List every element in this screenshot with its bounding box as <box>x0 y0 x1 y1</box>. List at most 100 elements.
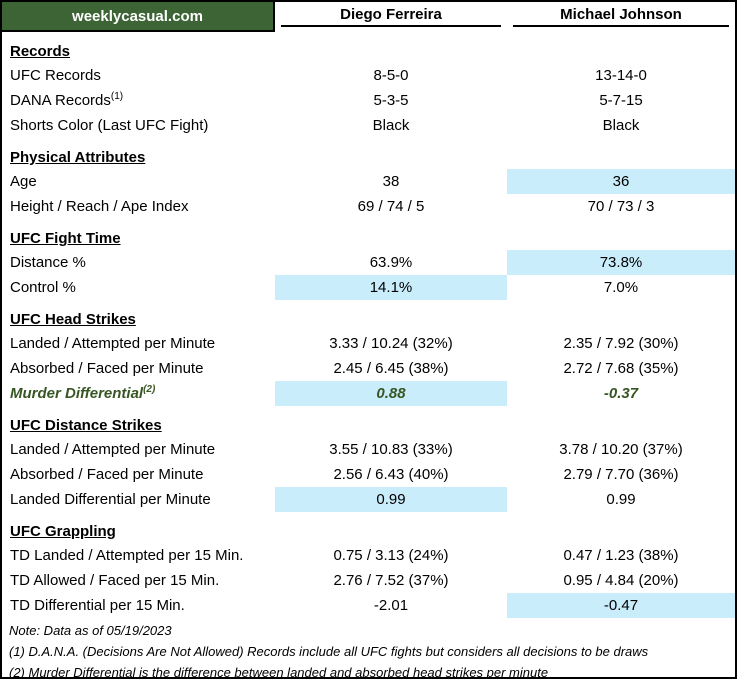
section-title: UFC Distance Strikes <box>10 417 162 434</box>
section-rows: Distance % 63.9% 73.8% Control % 14.1% 7… <box>2 250 735 300</box>
stat-label: Height / Reach / Ape Index <box>2 194 275 219</box>
section-rows: Age 38 36 Height / Reach / Ape Index 69 … <box>2 169 735 219</box>
stat-value: 5-3-5 <box>373 92 409 109</box>
stat-row: UFC Records 8-5-0 13-14-0 <box>2 63 735 88</box>
stat-label-text: TD Allowed / Faced per 15 Min. <box>10 572 220 589</box>
stat-value: 14.1% <box>275 275 507 300</box>
fighter-name: Diego Ferreira <box>340 6 442 23</box>
stat-label-text: Absorbed / Faced per Minute <box>10 360 204 377</box>
stat-value: 2.79 / 7.70 (36%) <box>563 466 679 483</box>
section-rows: UFC Records 8-5-0 13-14-0 DANA Records(1… <box>2 63 735 138</box>
stat-label: Distance % <box>2 250 275 275</box>
stat-row: Murder Differential(2) 0.88 -0.37 <box>2 381 735 406</box>
stat-row: TD Allowed / Faced per 15 Min. 2.76 / 7.… <box>2 568 735 593</box>
stat-label-text: Landed Differential per Minute <box>10 491 211 508</box>
stat-value: 63.9% <box>369 254 413 271</box>
stat-row: Absorbed / Faced per Minute 2.45 / 6.45 … <box>2 356 735 381</box>
stat-label: Landed / Attempted per Minute <box>2 331 275 356</box>
stats-section: UFC Head Strikes Landed / Attempted per … <box>2 309 735 406</box>
stats-body: Records UFC Records 8-5-0 13-14-0 DANA R… <box>2 41 735 618</box>
stat-label-sup: (2) <box>143 384 156 395</box>
stat-row: Control % 14.1% 7.0% <box>2 275 735 300</box>
stat-row: Age 38 36 <box>2 169 735 194</box>
stat-value: -2.01 <box>373 597 409 614</box>
header-underline <box>513 25 729 27</box>
stat-value: 36 <box>507 169 735 194</box>
stat-row: Landed Differential per Minute 0.99 0.99 <box>2 487 735 512</box>
stat-value: 0.95 / 4.84 (20%) <box>563 572 679 589</box>
stat-value: 2.35 / 7.92 (30%) <box>563 335 679 352</box>
fighter-name: Michael Johnson <box>560 6 682 23</box>
stat-label: DANA Records(1) <box>2 88 275 113</box>
stat-value: 3.78 / 10.20 (37%) <box>559 441 683 458</box>
stat-value: 8-5-0 <box>373 67 409 84</box>
stat-label: Absorbed / Faced per Minute <box>2 462 275 487</box>
stat-label-text: Control % <box>10 279 76 296</box>
stat-value: 2.45 / 6.45 (38%) <box>333 360 449 377</box>
stat-row: Landed / Attempted per Minute 3.55 / 10.… <box>2 437 735 462</box>
section-rows: Landed / Attempted per Minute 3.33 / 10.… <box>2 331 735 406</box>
stat-value: 0.99 <box>275 487 507 512</box>
stat-label-text: Murder Differential <box>10 385 144 402</box>
stat-value: 5-7-15 <box>599 92 643 109</box>
stat-label: UFC Records <box>2 63 275 88</box>
stat-label: Landed Differential per Minute <box>2 487 275 512</box>
stat-label: Age <box>2 169 275 194</box>
section-rows: Landed / Attempted per Minute 3.55 / 10.… <box>2 437 735 512</box>
footnote: (1) D.A.N.A. (Decisions Are Not Allowed)… <box>9 644 649 659</box>
stat-label-text: Landed / Attempted per Minute <box>10 335 216 352</box>
stats-section: Records UFC Records 8-5-0 13-14-0 DANA R… <box>2 41 735 138</box>
stat-label: Absorbed / Faced per Minute <box>2 356 275 381</box>
stat-value: 0.47 / 1.23 (38%) <box>563 547 679 564</box>
stat-label: Murder Differential(2) <box>2 381 275 406</box>
stat-value: 2.76 / 7.52 (37%) <box>333 572 449 589</box>
section-title: UFC Grappling <box>10 523 116 540</box>
stat-label-text: Absorbed / Faced per Minute <box>10 466 204 483</box>
stat-value: 70 / 73 / 3 <box>587 198 655 215</box>
stat-label: TD Landed / Attempted per 15 Min. <box>2 543 275 568</box>
stat-row: TD Landed / Attempted per 15 Min. 0.75 /… <box>2 543 735 568</box>
stat-label: TD Differential per 15 Min. <box>2 593 275 618</box>
section-rows: TD Landed / Attempted per 15 Min. 0.75 /… <box>2 543 735 618</box>
stat-label: Shorts Color (Last UFC Fight) <box>2 113 275 138</box>
notes-block: Note: Data as of 05/19/2023 (1) D.A.N.A.… <box>2 620 735 677</box>
stat-label-sup: (1) <box>110 91 124 102</box>
stat-value: 3.55 / 10.83 (33%) <box>329 441 453 458</box>
stat-value: 2.72 / 7.68 (35%) <box>563 360 679 377</box>
stat-value: 0.88 <box>275 381 507 406</box>
stat-label: Landed / Attempted per Minute <box>2 437 275 462</box>
brand-box: weeklycasual.com <box>2 2 275 32</box>
stat-value: -0.37 <box>603 385 639 402</box>
stats-section: UFC Distance Strikes Landed / Attempted … <box>2 415 735 512</box>
stats-section: UFC Fight Time Distance % 63.9% 73.8% Co… <box>2 228 735 300</box>
stat-value: 0.99 <box>606 491 636 508</box>
stat-value: 2.56 / 6.43 (40%) <box>333 466 449 483</box>
stat-row: TD Differential per 15 Min. -2.01 -0.47 <box>2 593 735 618</box>
stat-row: DANA Records(1) 5-3-5 5-7-15 <box>2 88 735 113</box>
stat-label-text: TD Landed / Attempted per 15 Min. <box>10 547 244 564</box>
stat-value: 69 / 74 / 5 <box>357 198 425 215</box>
stat-value: Black <box>372 117 410 134</box>
brand-label: weeklycasual.com <box>72 7 203 25</box>
stat-label-text: DANA Records <box>10 92 111 109</box>
stat-value: 13-14-0 <box>595 67 647 84</box>
stat-row: Landed / Attempted per Minute 3.33 / 10.… <box>2 331 735 356</box>
stat-label-text: TD Differential per 15 Min. <box>10 597 185 614</box>
fighter-column-header-2: Michael Johnson <box>507 2 735 32</box>
stat-row: Distance % 63.9% 73.8% <box>2 250 735 275</box>
stat-value: 0.75 / 3.13 (24%) <box>333 547 449 564</box>
header-underline <box>281 25 501 27</box>
stat-label-text: Distance % <box>10 254 86 271</box>
stat-label-text: Shorts Color (Last UFC Fight) <box>10 117 209 134</box>
stat-row: Height / Reach / Ape Index 69 / 74 / 5 7… <box>2 194 735 219</box>
stat-value: 73.8% <box>507 250 735 275</box>
footnote: Note: Data as of 05/19/2023 <box>9 623 172 638</box>
section-title: UFC Head Strikes <box>10 311 136 328</box>
stat-value: 38 <box>382 173 400 190</box>
stats-section: Physical Attributes Age 38 36 Height / R… <box>2 147 735 219</box>
stat-row: Absorbed / Faced per Minute 2.56 / 6.43 … <box>2 462 735 487</box>
stat-label-text: Age <box>10 173 37 190</box>
stat-value: 3.33 / 10.24 (32%) <box>329 335 453 352</box>
stats-section: UFC Grappling TD Landed / Attempted per … <box>2 521 735 618</box>
